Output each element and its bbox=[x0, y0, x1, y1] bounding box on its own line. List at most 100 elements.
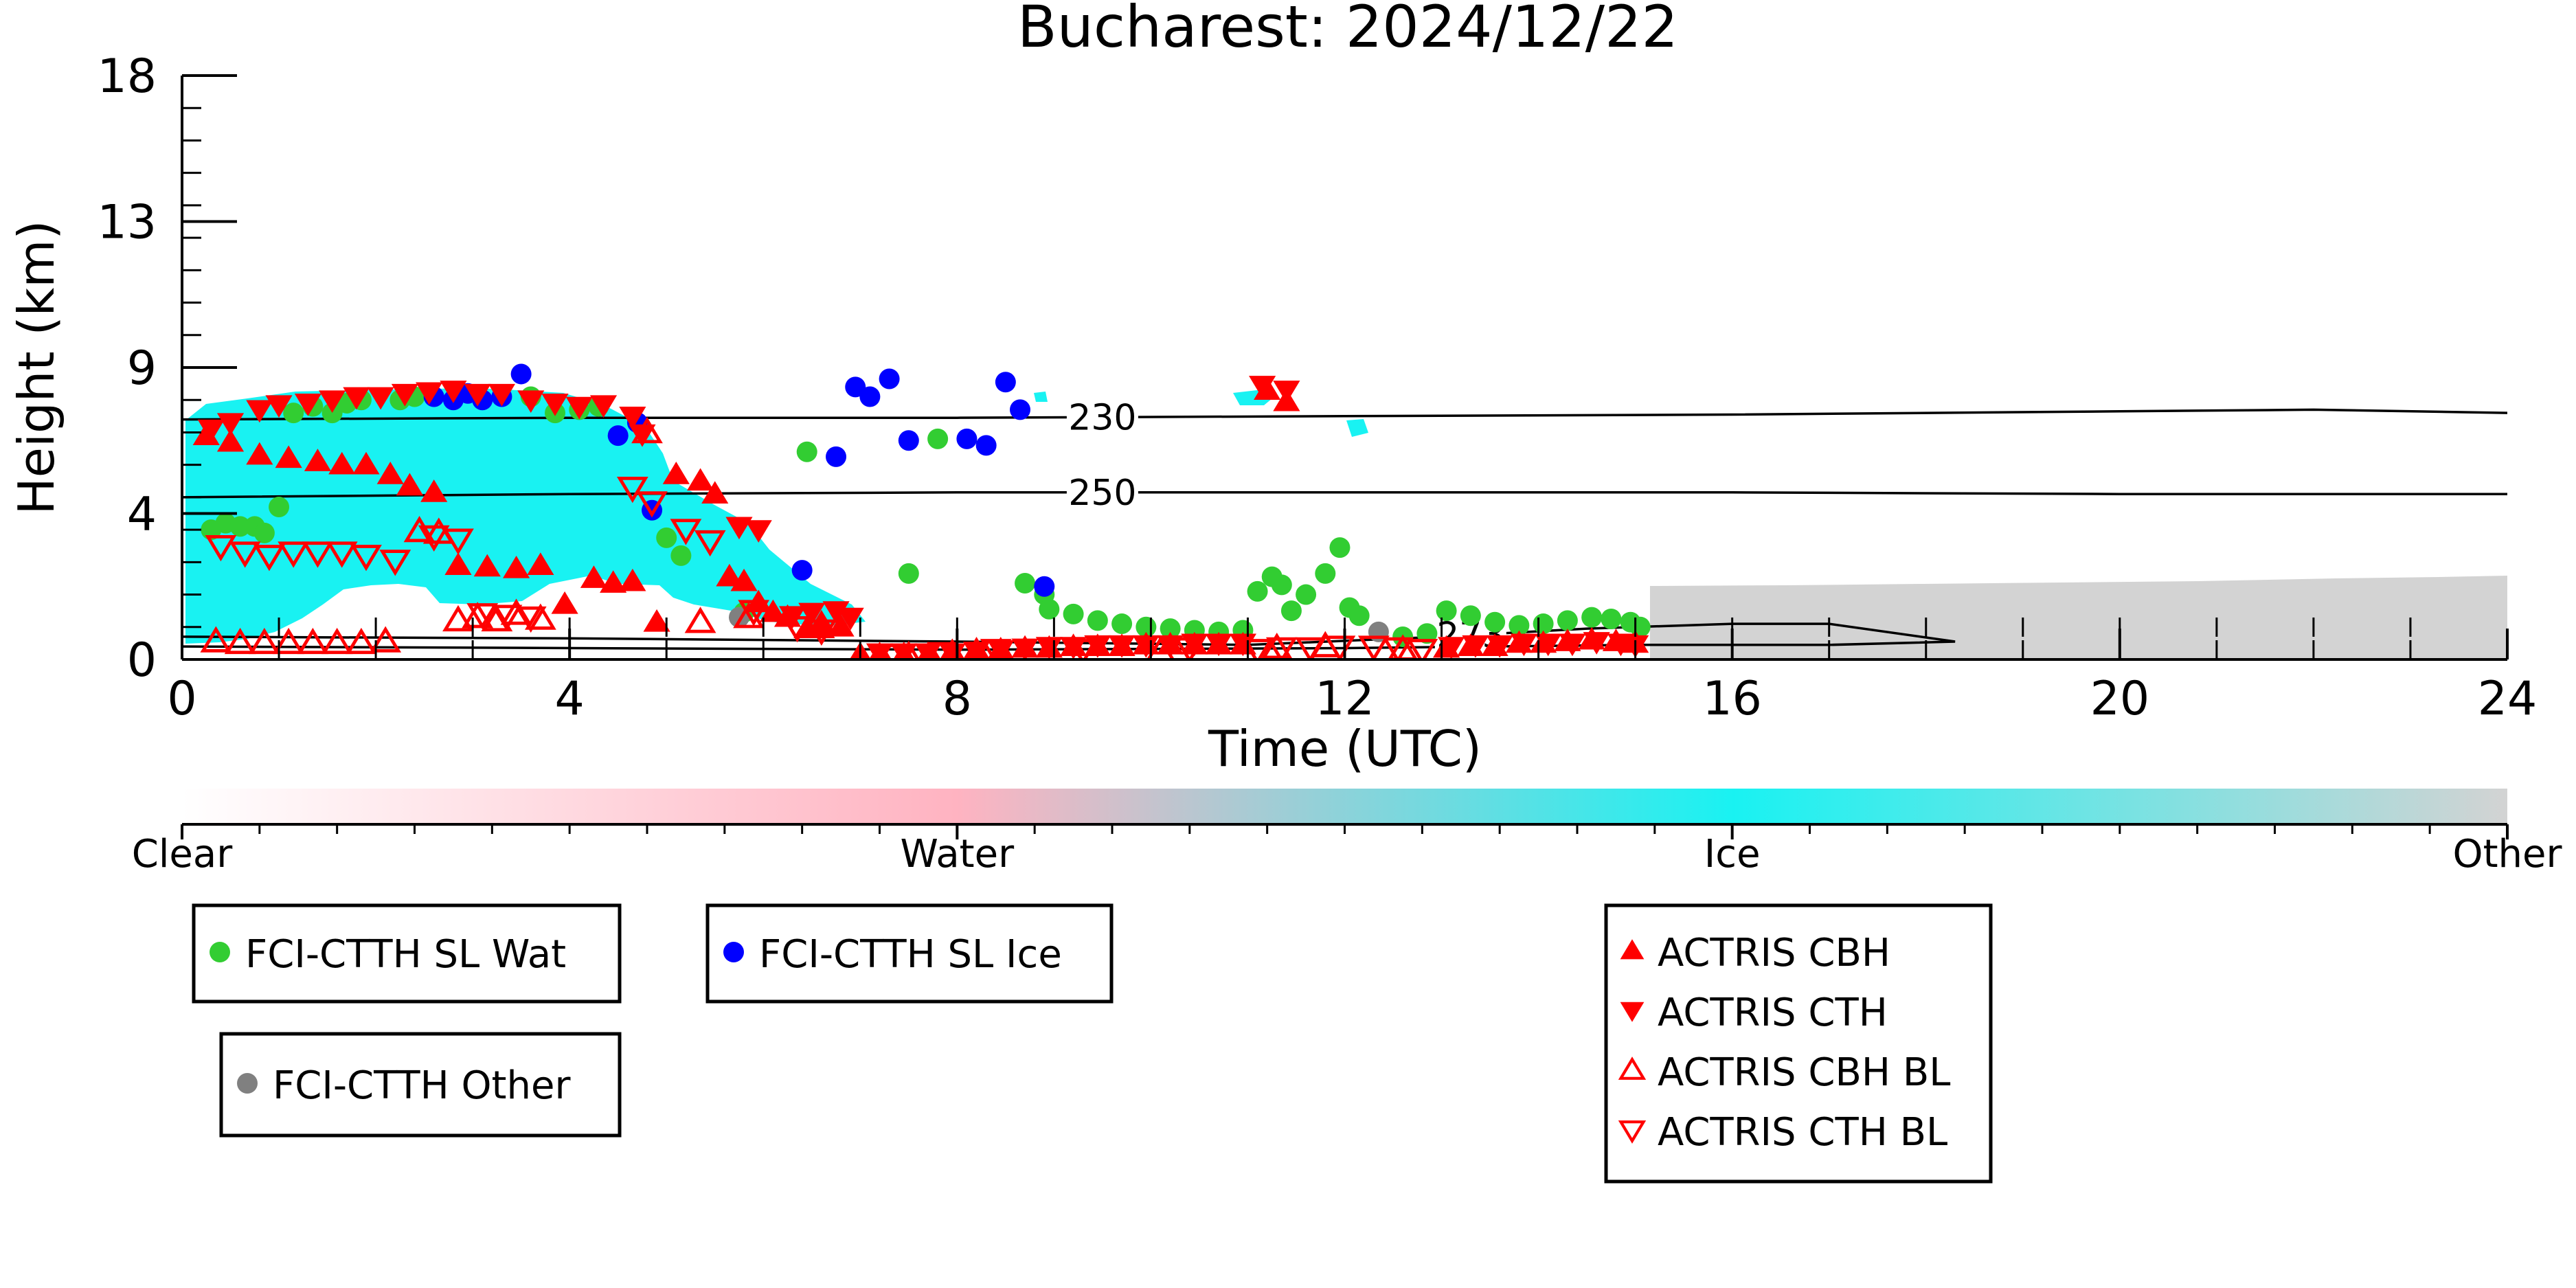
actris-cbh-marker bbox=[444, 552, 472, 575]
actris-cbh-bl-marker bbox=[403, 515, 436, 543]
actris-cth-marker bbox=[1249, 376, 1276, 398]
actris-cbh-marker bbox=[580, 565, 608, 588]
actris-cth-bl-marker bbox=[1265, 637, 1298, 659]
actris-cth-bl-marker bbox=[1067, 639, 1099, 659]
actris-cth-marker bbox=[725, 517, 753, 540]
actris-cbh-bl-marker bbox=[1261, 632, 1293, 659]
fci-ctth-sl-wat-marker bbox=[1315, 563, 1336, 584]
actris-cth-marker bbox=[416, 382, 443, 405]
actris-cbh-bl-marker bbox=[500, 598, 532, 625]
actris-cth-marker bbox=[216, 413, 245, 436]
fci-ctth-sl-wat-marker bbox=[898, 563, 919, 584]
actris-cbh-marker bbox=[827, 613, 855, 637]
fci-ctth-sl-wat-marker bbox=[670, 545, 692, 566]
actris-cth-bl-marker bbox=[350, 545, 382, 572]
fci-ctth-sl-wat-marker bbox=[656, 527, 677, 548]
actris-cth-bl-marker bbox=[379, 550, 411, 576]
contour-label: 250 bbox=[1068, 473, 1136, 514]
fci-ctth-sl-ice-marker bbox=[826, 446, 847, 467]
actris-cth-marker bbox=[1132, 635, 1160, 658]
actris-cth-bl-marker bbox=[302, 541, 334, 568]
actris-cth-bl-marker bbox=[1241, 639, 1274, 659]
fci-ctth-sl-wat-marker bbox=[1557, 610, 1578, 631]
fci-ctth-sl-wat-marker bbox=[1460, 605, 1481, 626]
fci-ctth-sl-ice-marker bbox=[995, 372, 1016, 393]
actris-cbh-marker bbox=[328, 451, 356, 475]
x-tick-label: 12 bbox=[1315, 672, 1375, 726]
actris-cth-marker bbox=[1108, 635, 1136, 658]
actris-cth-marker bbox=[1559, 633, 1586, 657]
actris-cth-marker bbox=[1011, 638, 1039, 659]
actris-cth-bl-marker bbox=[418, 525, 450, 552]
ice-cloud-region-main bbox=[185, 389, 866, 644]
ice-cloud-fragment bbox=[1346, 419, 1368, 437]
x-tick-label: 0 bbox=[167, 672, 196, 726]
actris-cbh-marker bbox=[304, 449, 332, 471]
fci-ctth-sl-ice-marker bbox=[1034, 576, 1055, 597]
fci-ctth-sl-ice-marker bbox=[956, 428, 978, 449]
fci-ctth-sl-wat-marker bbox=[796, 441, 817, 462]
temperature-contour-line bbox=[182, 491, 2507, 499]
actris-cth-marker bbox=[1462, 635, 1489, 658]
fci-ctth-sl-wat-legend-marker bbox=[210, 942, 230, 962]
fci-ctth-sl-ice-marker bbox=[510, 363, 532, 385]
actris-cbh-marker bbox=[619, 568, 646, 591]
legend-box bbox=[1604, 903, 1993, 1184]
x-tick-label: 16 bbox=[1702, 672, 1762, 726]
actris-cbh-marker bbox=[246, 442, 273, 465]
actris-cth-marker bbox=[1273, 381, 1300, 403]
fci-ctth-sl-wat-marker bbox=[1063, 603, 1084, 624]
actris-cth-bl-marker bbox=[980, 639, 1012, 659]
fci-ctth-sl-ice-marker bbox=[898, 430, 919, 451]
fci-ctth-sl-wat-marker bbox=[1039, 598, 1060, 620]
fci-ctth-sl-wat-marker bbox=[321, 403, 343, 424]
actris-cbh-legend-marker bbox=[1620, 939, 1645, 960]
actris-cth-bl-legend-marker bbox=[1618, 1120, 1647, 1144]
legend-box bbox=[705, 903, 1114, 1004]
actris-cth-marker bbox=[1486, 635, 1513, 658]
actris-cth-bl-marker bbox=[927, 642, 959, 659]
actris-cth-marker bbox=[319, 390, 346, 414]
actris-cth-bl-marker bbox=[442, 528, 474, 555]
fci-ctth-sl-wat-marker bbox=[1247, 580, 1268, 602]
fci-ctth-sl-wat-marker bbox=[229, 516, 251, 537]
actris-cth-marker bbox=[197, 419, 225, 442]
actris-cth-marker bbox=[798, 602, 826, 626]
actris-cth-marker bbox=[1438, 637, 1465, 659]
actris-cth-bl-marker bbox=[515, 606, 547, 633]
fci-ctth-sl-wat-marker bbox=[927, 428, 949, 449]
actris-cbh-bl-marker bbox=[462, 602, 494, 629]
legend-label: FCI-CTTH Other bbox=[273, 1063, 571, 1108]
actris-cbh-bl-marker bbox=[224, 627, 256, 655]
actris-cbh-marker bbox=[420, 479, 448, 502]
fci-ctth-sl-ice-marker bbox=[845, 376, 866, 398]
actris-cth-marker bbox=[464, 383, 491, 407]
chart-title: Bucharest: 2024/12/22 bbox=[1017, 0, 1678, 60]
x-tick-label: 4 bbox=[555, 672, 585, 726]
fci-ctth-sl-wat-marker bbox=[1160, 618, 1181, 640]
actris-cth-marker bbox=[246, 400, 273, 423]
colorbar-label: Clear bbox=[132, 832, 233, 877]
colorbar-label: Ice bbox=[1704, 832, 1761, 877]
actris-cbh-bl-marker bbox=[481, 605, 513, 632]
actris-cth-bl-marker bbox=[466, 603, 499, 630]
y-tick-label: 0 bbox=[127, 633, 157, 688]
actris-cth-marker bbox=[343, 387, 370, 410]
fci-ctth-sl-wat-marker bbox=[1015, 573, 1036, 594]
actris-cbh-marker bbox=[716, 563, 743, 587]
actris-cbh-bl-marker bbox=[524, 603, 556, 630]
actris-cbh-marker bbox=[473, 554, 501, 577]
x-tick-label: 20 bbox=[2090, 672, 2150, 726]
actris-cbh-marker bbox=[686, 468, 714, 491]
legend-label: FCI-CTTH SL Ice bbox=[759, 932, 1062, 977]
actris-cth-bl-marker bbox=[1357, 635, 1390, 659]
legend-label: ACTRIS CBH BL bbox=[1658, 1050, 1950, 1095]
actris-cbh-bl-marker bbox=[631, 416, 663, 444]
x-tick-label: 24 bbox=[2478, 672, 2538, 726]
fci-ctth-other-legend-marker bbox=[237, 1073, 258, 1094]
actris-cbh-marker bbox=[759, 599, 787, 622]
legend-box bbox=[219, 1032, 622, 1138]
contour-label-bg bbox=[1066, 474, 1138, 510]
fci-ctth-sl-wat-marker bbox=[283, 403, 304, 424]
actris-cbh-bl-marker bbox=[297, 627, 329, 655]
